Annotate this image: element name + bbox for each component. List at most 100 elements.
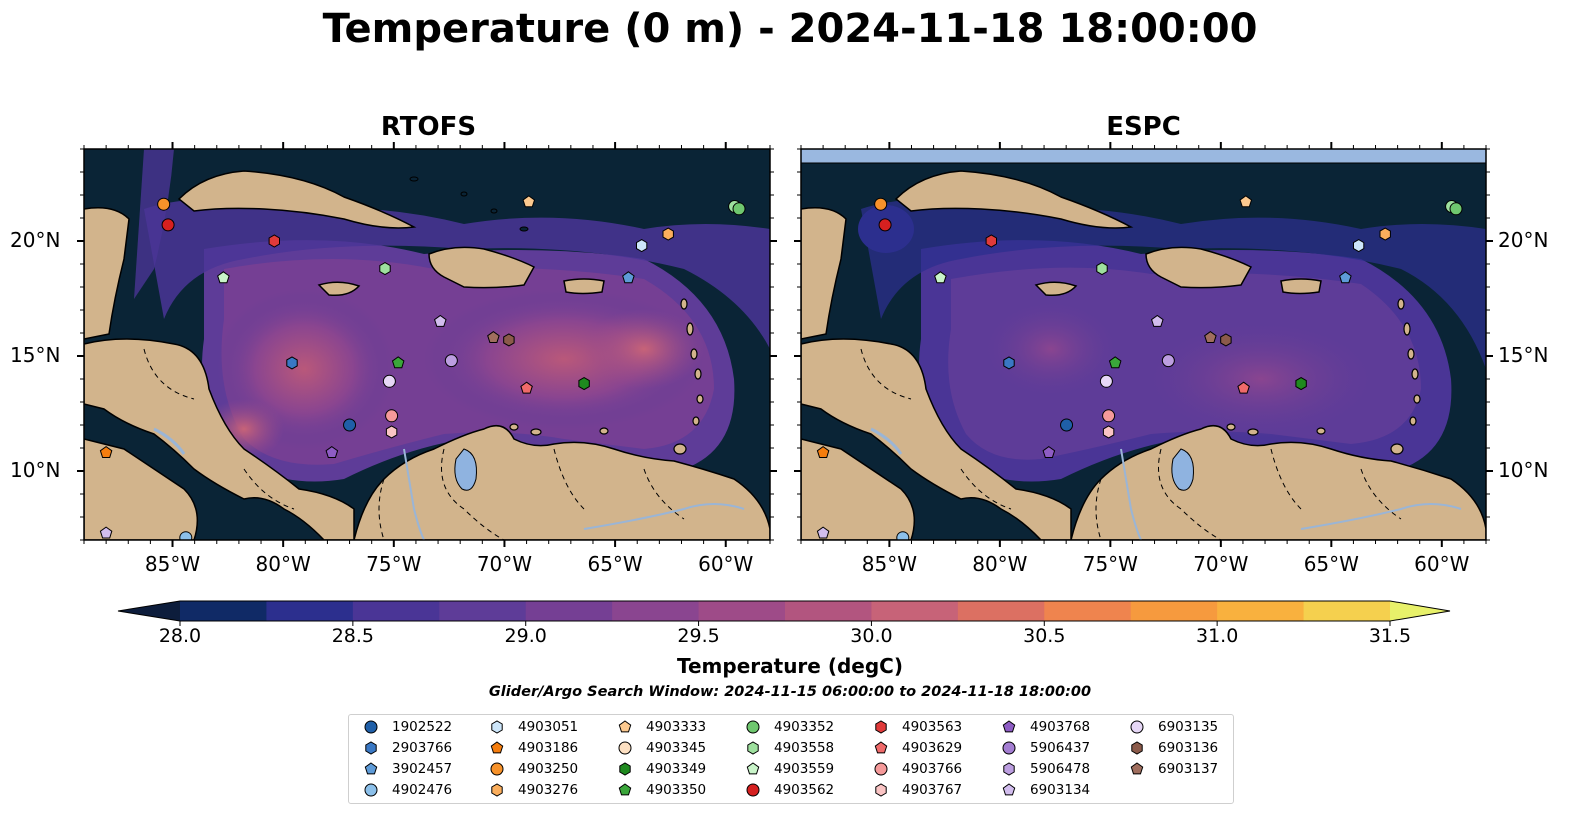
panel-title-espc: ESPC bbox=[1106, 112, 1181, 142]
legend-marker bbox=[618, 783, 632, 796]
legend-label: 6903134 bbox=[1030, 782, 1091, 798]
legend-label: 1902522 bbox=[392, 719, 453, 735]
legend-marker-shape bbox=[746, 720, 760, 734]
legend-marker-shape bbox=[1131, 741, 1143, 755]
colorbar-segment bbox=[180, 601, 267, 621]
legend-label: 4903051 bbox=[518, 719, 579, 735]
lon-tick-label: 65°W bbox=[1303, 552, 1359, 576]
legend-marker bbox=[1002, 741, 1016, 755]
legend-marker-shape bbox=[618, 720, 632, 733]
legend-label: 4903558 bbox=[774, 740, 835, 756]
float-marker bbox=[385, 409, 399, 423]
legend-marker bbox=[364, 720, 378, 734]
legend-item: 4903562 bbox=[745, 780, 834, 800]
legend-item: 4903559 bbox=[745, 759, 834, 779]
lat-tick-label-right: 10°N bbox=[1498, 458, 1549, 482]
float-marker bbox=[1449, 202, 1463, 216]
colorbar bbox=[117, 600, 1451, 626]
legend-marker-shape bbox=[746, 762, 760, 775]
legend-item: 4903767 bbox=[873, 780, 962, 800]
legend-marker bbox=[746, 783, 760, 797]
lon-tick-label: 80°W bbox=[255, 552, 311, 576]
legend-marker-shape bbox=[365, 741, 377, 755]
legend-marker bbox=[747, 741, 759, 755]
legend-marker-shape bbox=[618, 741, 632, 755]
colorbar-tick-label: 31.0 bbox=[1195, 625, 1239, 647]
legend-marker bbox=[618, 720, 632, 733]
legend-item: 4903766 bbox=[873, 759, 962, 779]
float-marker bbox=[732, 202, 746, 216]
lon-tick-label: 75°W bbox=[1082, 552, 1138, 576]
float-marker bbox=[1102, 409, 1116, 423]
legend-label: 6903136 bbox=[1158, 740, 1219, 756]
colorbar-label: Temperature (degC) bbox=[677, 654, 903, 678]
float-marker bbox=[343, 418, 357, 432]
legend-marker bbox=[746, 762, 760, 775]
legend-label: 4903186 bbox=[518, 740, 579, 756]
colorbar-segment bbox=[1130, 601, 1218, 621]
lon-tick-label: 85°W bbox=[144, 552, 201, 576]
legend-marker bbox=[490, 741, 504, 754]
lon-tick-label: 60°W bbox=[698, 552, 754, 576]
float-marker bbox=[1060, 418, 1074, 432]
figure-title: Temperature (0 m) - 2024-11-18 18:00:00 bbox=[322, 6, 1258, 52]
legend-label: 3902457 bbox=[392, 761, 453, 777]
legend-item: 6903137 bbox=[1129, 759, 1218, 779]
legend-item: 4903276 bbox=[489, 780, 578, 800]
legend-marker bbox=[874, 741, 888, 754]
legend-marker-shape bbox=[746, 783, 760, 797]
colorbar-tick-label: 29.5 bbox=[677, 625, 720, 647]
colorbar-tick-label: 30.5 bbox=[1023, 625, 1066, 647]
legend-marker bbox=[364, 762, 378, 775]
legend-item: 4903352 bbox=[745, 717, 834, 737]
legend-item: 5906478 bbox=[1001, 759, 1090, 779]
legend-label: 4903767 bbox=[902, 782, 963, 798]
legend-marker-shape bbox=[619, 762, 631, 776]
panel-title-rtofs: RTOFS bbox=[380, 112, 477, 142]
float-marker bbox=[268, 234, 280, 248]
float-marker bbox=[1379, 227, 1391, 241]
legend-item: 4903051 bbox=[489, 717, 578, 737]
colorbar-segment bbox=[266, 601, 354, 621]
float-marker bbox=[1353, 239, 1365, 253]
float-marker bbox=[578, 377, 590, 391]
legend-marker-shape bbox=[364, 783, 378, 797]
float-marker bbox=[382, 374, 396, 388]
float-marker bbox=[636, 239, 648, 253]
lat-tick-label-left: 15°N bbox=[10, 343, 61, 367]
legend-marker bbox=[875, 783, 887, 797]
colorbar-tick-label: 28.5 bbox=[331, 625, 374, 647]
legend-label: 4903562 bbox=[774, 782, 835, 798]
legend-marker-shape bbox=[1130, 720, 1144, 734]
legend-item: 1902522 bbox=[363, 717, 452, 737]
lon-tick-label: 85°W bbox=[861, 552, 917, 576]
float-marker bbox=[179, 531, 193, 540]
legend-item: 4903350 bbox=[617, 780, 706, 800]
float-marker bbox=[161, 218, 175, 232]
legend-item: 4903345 bbox=[617, 738, 706, 758]
legend-marker bbox=[1130, 720, 1144, 734]
legend-label: 4903629 bbox=[902, 740, 963, 756]
float-marker bbox=[874, 197, 888, 211]
legend-item: 4903629 bbox=[873, 738, 962, 758]
colorbar-segment bbox=[1217, 601, 1305, 621]
legend-marker bbox=[1130, 762, 1144, 775]
float-marker bbox=[286, 356, 298, 370]
legend-marker bbox=[875, 720, 887, 734]
lon-tick-label: 75°W bbox=[366, 552, 422, 576]
float-marker bbox=[379, 262, 391, 276]
legend-label: 6903135 bbox=[1158, 719, 1219, 735]
legend-label: 4903352 bbox=[774, 719, 835, 735]
search-window-text: Glider/Argo Search Window: 2024-11-15 06… bbox=[488, 684, 1092, 700]
legend-item: 6903135 bbox=[1129, 717, 1218, 737]
legend-marker-shape bbox=[1002, 783, 1016, 796]
legend-marker bbox=[746, 720, 760, 734]
float-marker bbox=[157, 197, 171, 211]
legend-marker-shape bbox=[491, 720, 503, 734]
legend-item: 4902476 bbox=[363, 780, 452, 800]
legend-marker-shape bbox=[875, 720, 887, 734]
legend-marker-shape bbox=[1002, 720, 1016, 733]
float-marker bbox=[1102, 425, 1115, 439]
legend-marker-shape bbox=[490, 762, 504, 776]
legend-marker-shape bbox=[875, 783, 887, 797]
